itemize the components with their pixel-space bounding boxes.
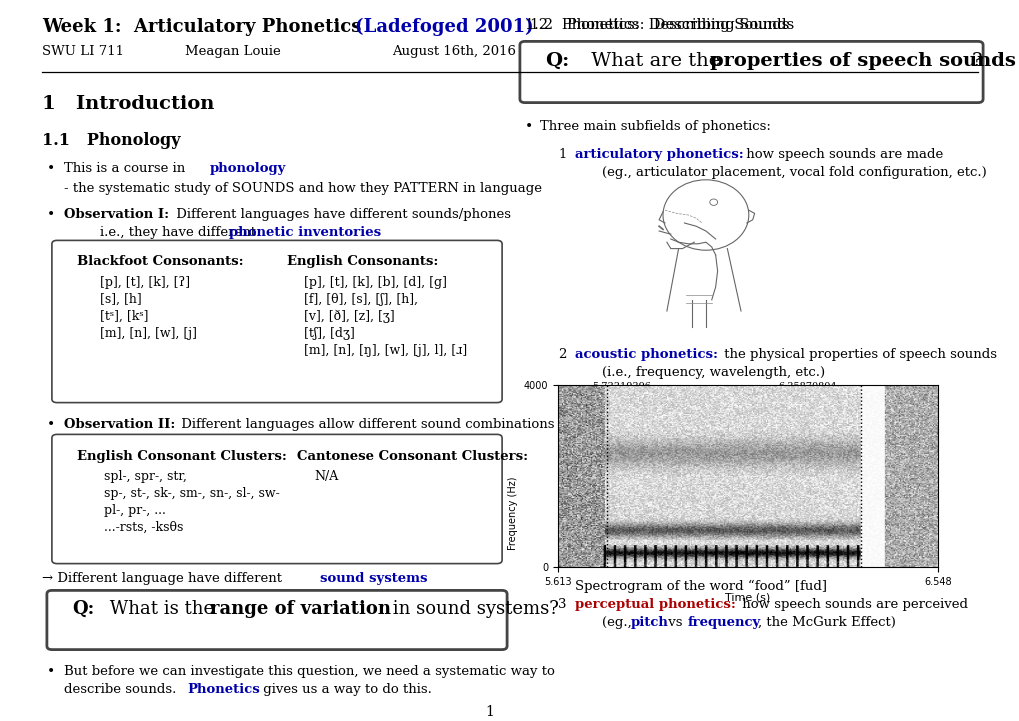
Text: the physical properties of speech sounds: the physical properties of speech sounds [719, 348, 996, 361]
X-axis label: Time (s): Time (s) [725, 592, 770, 602]
Text: August 16th, 2016: August 16th, 2016 [391, 45, 516, 58]
Text: •: • [47, 665, 55, 679]
Text: 1   Introduction: 1 Introduction [42, 95, 214, 113]
Text: Different languages have different sounds/phones: Different languages have different sound… [172, 208, 511, 221]
Text: (eg., articulator placement, vocal fold configuration, etc.): (eg., articulator placement, vocal fold … [601, 166, 985, 179]
Text: [v], [ð], [z], [ʒ]: [v], [ð], [z], [ʒ] [304, 310, 394, 323]
Text: ?: ? [971, 52, 981, 70]
Text: 2: 2 [557, 348, 566, 361]
Text: properties of speech sounds: properties of speech sounds [709, 52, 1015, 70]
Text: •: • [47, 418, 55, 432]
Text: Spectrogram of the word “food” [fud]: Spectrogram of the word “food” [fud] [575, 580, 826, 593]
Text: English Consonants:: English Consonants: [286, 255, 438, 268]
Text: frequency: frequency [688, 616, 760, 629]
Text: This is a course in: This is a course in [64, 162, 190, 175]
FancyBboxPatch shape [52, 240, 501, 402]
Text: Observation II:: Observation II: [64, 418, 175, 431]
Y-axis label: Frequency (Hz): Frequency (Hz) [507, 476, 518, 549]
Text: how speech sounds are perceived: how speech sounds are perceived [738, 598, 967, 611]
Text: 6.35870804: 6.35870804 [777, 382, 836, 391]
Text: [m], [n], [ŋ], [w], [j], l], [ɹ]: [m], [n], [ŋ], [w], [j], l], [ɹ] [304, 344, 467, 357]
Text: 1: 1 [485, 705, 494, 719]
Text: What is the: What is the [104, 600, 220, 618]
Text: spl-, spr-, str,: spl-, spr-, str, [104, 470, 186, 483]
Text: , the McGurk Effect): , the McGurk Effect) [757, 616, 895, 629]
Text: Cantonese Consonant Clusters:: Cantonese Consonant Clusters: [297, 450, 528, 463]
Text: Observation I:: Observation I: [64, 208, 169, 221]
Text: how speech sounds are made: how speech sounds are made [741, 148, 943, 161]
Text: But before we can investigate this question, we need a systematic way to: But before we can investigate this quest… [64, 665, 554, 678]
Text: 1.1   Phonology: 1.1 Phonology [42, 132, 180, 149]
Text: sound systems: sound systems [320, 572, 427, 585]
Text: [p], [t], [k], [b], [d], [g]: [p], [t], [k], [b], [d], [g] [304, 276, 446, 289]
Text: •: • [47, 208, 55, 222]
Text: pl-, pr-, ...: pl-, pr-, ... [104, 504, 166, 517]
Text: Blackfoot Consonants:: Blackfoot Consonants: [76, 255, 244, 268]
Text: (eg.,: (eg., [601, 616, 636, 629]
FancyBboxPatch shape [520, 41, 982, 102]
Text: vs: vs [663, 616, 686, 629]
Text: Q:: Q: [544, 52, 569, 70]
Text: gives us a way to do this.: gives us a way to do this. [259, 683, 431, 696]
Text: range of variation: range of variation [210, 600, 390, 618]
Text: [f], [θ], [s], [ʃ], [h],: [f], [θ], [s], [ʃ], [h], [304, 293, 418, 306]
Text: ...-rsts, -ksθs: ...-rsts, -ksθs [104, 521, 183, 534]
Text: phonology: phonology [210, 162, 286, 175]
Text: [s], [h]: [s], [h] [100, 293, 142, 306]
Text: in sound systems?: in sound systems? [386, 600, 558, 618]
Text: 1: 1 [557, 148, 566, 161]
FancyBboxPatch shape [52, 434, 501, 564]
Text: [p], [t], [k], [ʔ]: [p], [t], [k], [ʔ] [100, 276, 190, 289]
FancyBboxPatch shape [47, 590, 506, 650]
Text: - the systematic study of SOUNDS and how they PATTERN in language: - the systematic study of SOUNDS and how… [64, 182, 541, 195]
Text: (Ladefoged 2001): (Ladefoged 2001) [355, 18, 533, 36]
Text: sp-, st-, sk-, sm-, sn-, sl-, sw-: sp-, st-, sk-, sm-, sn-, sl-, sw- [104, 487, 279, 500]
Text: N/A: N/A [314, 470, 338, 483]
Text: [tˢ], [kˢ]: [tˢ], [kˢ] [100, 310, 149, 323]
Text: Three main subfields of phonetics:: Three main subfields of phonetics: [539, 120, 770, 133]
Text: Meagan Louie: Meagan Louie [184, 45, 280, 58]
Text: Q:: Q: [72, 600, 94, 618]
Text: [tʃ], [dʒ]: [tʃ], [dʒ] [304, 327, 355, 340]
Text: Phonetics: Phonetics [186, 683, 260, 696]
Text: acoustic phonetics:: acoustic phonetics: [575, 348, 717, 361]
Text: i.e., they have different: i.e., they have different [100, 226, 260, 239]
Text: describe sounds.: describe sounds. [64, 683, 180, 696]
Text: 3: 3 [557, 598, 566, 611]
Text: What are the: What are the [585, 52, 726, 70]
Text: [m], [n], [w], [j]: [m], [n], [w], [j] [100, 327, 197, 340]
Text: Different languages allow different sound combinations: Different languages allow different soun… [177, 418, 554, 431]
Text: SWU LI 711: SWU LI 711 [42, 45, 124, 58]
Text: phonetic inventories: phonetic inventories [229, 226, 381, 239]
Text: 1.2   Phonetics:  Describing Sounds: 1.2 Phonetics: Describing Sounds [525, 18, 789, 32]
Text: Week 1:  Articulatory Phonetics: Week 1: Articulatory Phonetics [42, 18, 361, 36]
Text: articulatory phonetics:: articulatory phonetics: [575, 148, 743, 161]
Text: •: • [525, 120, 533, 134]
Text: 5.73319396: 5.73319396 [591, 382, 650, 391]
Text: perceptual phonetics:: perceptual phonetics: [575, 598, 735, 611]
Text: •: • [47, 162, 55, 176]
Text: 1.2   Phonetics:  Describing Sounds: 1.2 Phonetics: Describing Sounds [530, 18, 794, 32]
Text: English Consonant Clusters:: English Consonant Clusters: [76, 450, 286, 463]
Text: (i.e., frequency, wavelength, etc.): (i.e., frequency, wavelength, etc.) [601, 366, 824, 379]
Text: pitch: pitch [631, 616, 668, 629]
Text: → Different language have different: → Different language have different [42, 572, 286, 585]
